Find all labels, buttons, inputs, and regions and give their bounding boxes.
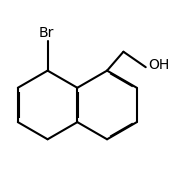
Text: OH: OH xyxy=(149,59,170,72)
Text: Br: Br xyxy=(38,26,53,40)
